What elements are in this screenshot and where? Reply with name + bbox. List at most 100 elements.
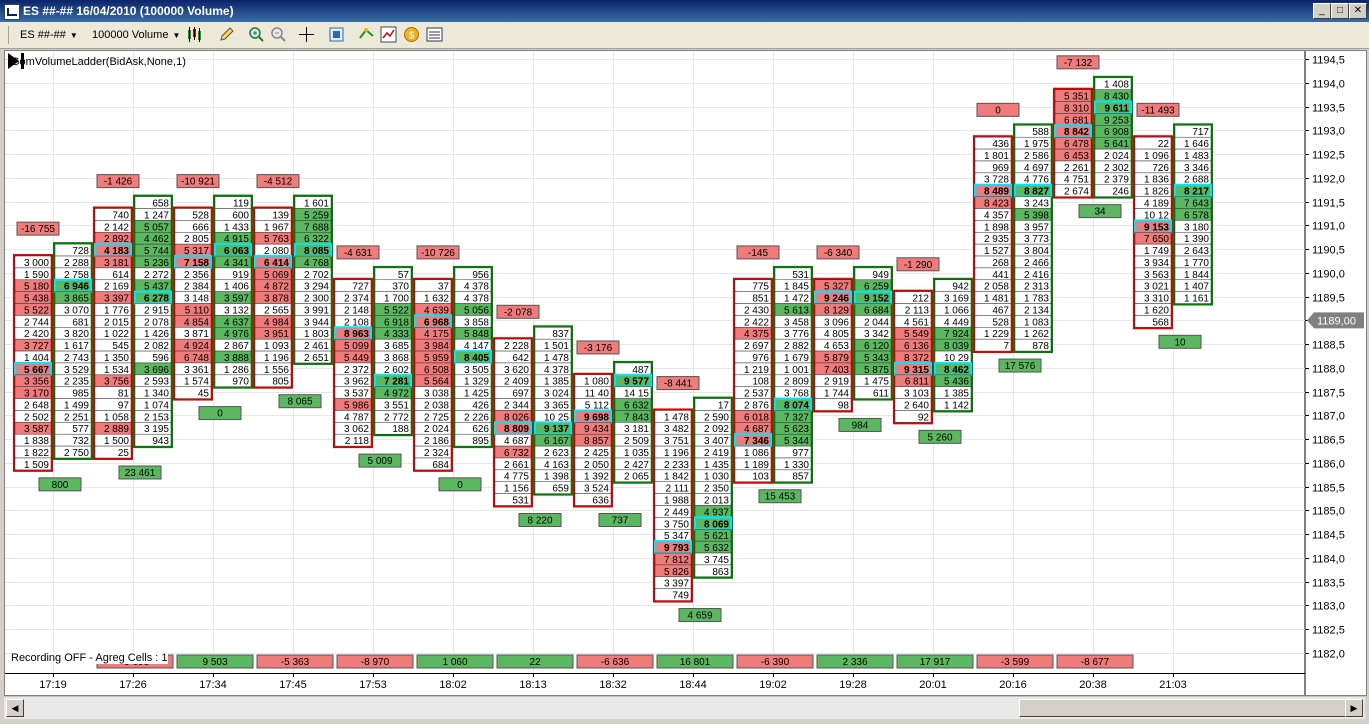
ask-volume-value: 1 646 (1184, 139, 1209, 150)
bar-top-delta-value: 0 (995, 105, 1001, 116)
ask-volume-cell (854, 386, 892, 399)
bid-volume-value: 1 086 (744, 448, 769, 459)
currency-icon[interactable]: $ (403, 26, 420, 43)
ask-volume-value: 4 768 (304, 258, 329, 269)
bid-volume-value: 1 534 (104, 365, 129, 376)
indicator-icon[interactable] (380, 26, 397, 43)
scrollbar-thumb[interactable] (1019, 699, 1347, 717)
ask-volume-value: 3 180 (1184, 222, 1209, 233)
ask-volume-value: 9 152 (864, 294, 889, 305)
bid-volume-value: 1 556 (264, 365, 289, 376)
properties-icon[interactable] (328, 26, 345, 43)
ask-ladder-frame (613, 360, 653, 484)
ask-volume-value: 3 529 (64, 365, 89, 376)
ask-volume-value: 2 350 (704, 484, 729, 495)
ask-volume-value: 577 (72, 424, 89, 435)
ask-volume-value: 2 915 (144, 305, 169, 316)
bid-volume-value: 636 (592, 496, 609, 507)
bid-volume-value: 5 317 (184, 246, 209, 257)
bid-volume-value: 9 315 (904, 365, 929, 376)
bid-volume-value: 2 372 (344, 365, 369, 376)
bid-volume-value: 1 392 (584, 472, 609, 483)
bar-bottom-delta-value: 17 576 (1005, 361, 1036, 372)
price-tick-label: 1184,5 (1312, 530, 1345, 542)
bid-ladder-frame (173, 206, 213, 401)
price-tick-label: 1192,0 (1312, 174, 1345, 186)
ask-volume-value: 3 858 (464, 317, 489, 328)
cumulative-delta-value: 16 801 (680, 657, 711, 668)
bar-bottom-delta-box (118, 465, 162, 480)
ask-ladder-frame (533, 325, 573, 496)
scroll-to-end-icon[interactable] (5, 51, 27, 71)
cumulative-delta-value: 2 336 (842, 657, 867, 668)
time-tick-label: 17:53 (359, 679, 387, 691)
bid-volume-value: 1 196 (264, 353, 289, 364)
strategy-icon[interactable] (358, 26, 375, 43)
ask-volume-value: 1 770 (1184, 258, 1209, 269)
ask-volume-value: 2 065 (624, 472, 649, 483)
scroll-left-icon[interactable]: ◀ (6, 699, 24, 717)
bid-volume-value: 775 (752, 282, 769, 293)
bid-volume-value: 1 744 (824, 389, 849, 400)
crosshair-icon[interactable] (298, 26, 315, 43)
ask-volume-value: 6 322 (304, 234, 329, 245)
time-tick-label: 20:38 (1079, 679, 1107, 691)
price-tick-label: 1184,0 (1312, 554, 1345, 566)
horizontal-scrollbar[interactable]: ◀ ▶ (4, 696, 1365, 719)
ask-volume-value: 3 888 (224, 353, 249, 364)
bid-volume-value: 3 878 (264, 294, 289, 305)
bid-volume-value: 1 822 (24, 448, 49, 459)
bid-volume-value: 3 934 (1144, 258, 1169, 269)
bid-volume-value: 7 (1003, 341, 1009, 352)
bid-volume-value: 2 108 (344, 317, 369, 328)
ask-volume-cell (614, 469, 652, 482)
bid-volume-value: 528 (992, 317, 1009, 328)
bid-volume-value: 851 (752, 294, 769, 305)
bar-bottom-delta-value: 4 659 (687, 611, 712, 622)
bid-volume-value: 1 093 (264, 341, 289, 352)
zoom-in-icon[interactable] (248, 26, 265, 43)
scroll-right-icon[interactable]: ▶ (1345, 699, 1363, 717)
close-button[interactable]: ✕ (1349, 3, 1367, 19)
bid-volume-value: 2 430 (744, 305, 769, 316)
bid-volume-value: 10 12 (1144, 210, 1169, 221)
cumulative-delta-value: 22 (529, 657, 541, 668)
maximize-button[interactable]: □ (1331, 3, 1349, 19)
pencil-draw-icon[interactable] (218, 26, 235, 43)
ask-volume-value: 732 (72, 436, 89, 447)
cumulative-delta-box (736, 654, 814, 669)
window-titlebar[interactable]: ES ##-## 16/04/2010 (100000 Volume) _ □ … (0, 0, 1369, 22)
ask-volume-value: 2 288 (64, 258, 89, 269)
ask-volume-value: 2 461 (304, 341, 329, 352)
bar-bottom-delta-box (1078, 204, 1122, 219)
bid-volume-value: 4 189 (1144, 199, 1169, 210)
chart-panel[interactable]: 1182,0 1182,5 1183,0 1183,5 1184,0 1184,5 1185… (4, 50, 1367, 696)
ask-volume-value: 5 623 (784, 424, 809, 435)
ask-volume-value: 626 (472, 424, 489, 435)
bar-top-delta-value: -16 755 (21, 224, 55, 235)
bid-volume-value: 2 648 (24, 400, 49, 411)
candlestick-chart-icon[interactable] (186, 26, 203, 43)
zoom-out-icon[interactable] (270, 26, 287, 43)
bid-volume-value: 7 403 (824, 365, 849, 376)
ask-volume-value: 5 613 (784, 305, 809, 316)
bid-volume-value: 2 058 (984, 282, 1009, 293)
bid-volume-value: 4 687 (504, 436, 529, 447)
ask-volume-value: 6 908 (1104, 127, 1129, 138)
ask-volume-value: 8 039 (944, 341, 969, 352)
price-tick-label: 1185,0 (1312, 506, 1345, 518)
price-tick-label: 1190,5 (1312, 245, 1345, 257)
minimize-button[interactable]: _ (1313, 3, 1331, 19)
period-selector[interactable]: 100000 Volume ▼ (92, 27, 180, 43)
instrument-selector[interactable]: ES ##-## ▼ (20, 27, 78, 43)
price-tick-label: 1185,5 (1312, 483, 1345, 495)
ask-volume-value: 2 379 (1104, 175, 1129, 186)
ask-volume-value: 1 472 (784, 294, 809, 305)
bid-volume-value: 5 826 (664, 567, 689, 578)
bar-top-delta-value: -3 176 (584, 343, 613, 354)
data-box-icon[interactable] (426, 26, 443, 43)
bid-volume-value: 2 261 (1064, 163, 1089, 174)
ask-volume-value: 1 340 (144, 389, 169, 400)
ask-volume-value: 2 772 (384, 412, 409, 423)
volume-ladder-chart[interactable]: 1182,0 1182,5 1183,0 1183,5 1184,0 1184,5 1185… (5, 51, 1366, 695)
